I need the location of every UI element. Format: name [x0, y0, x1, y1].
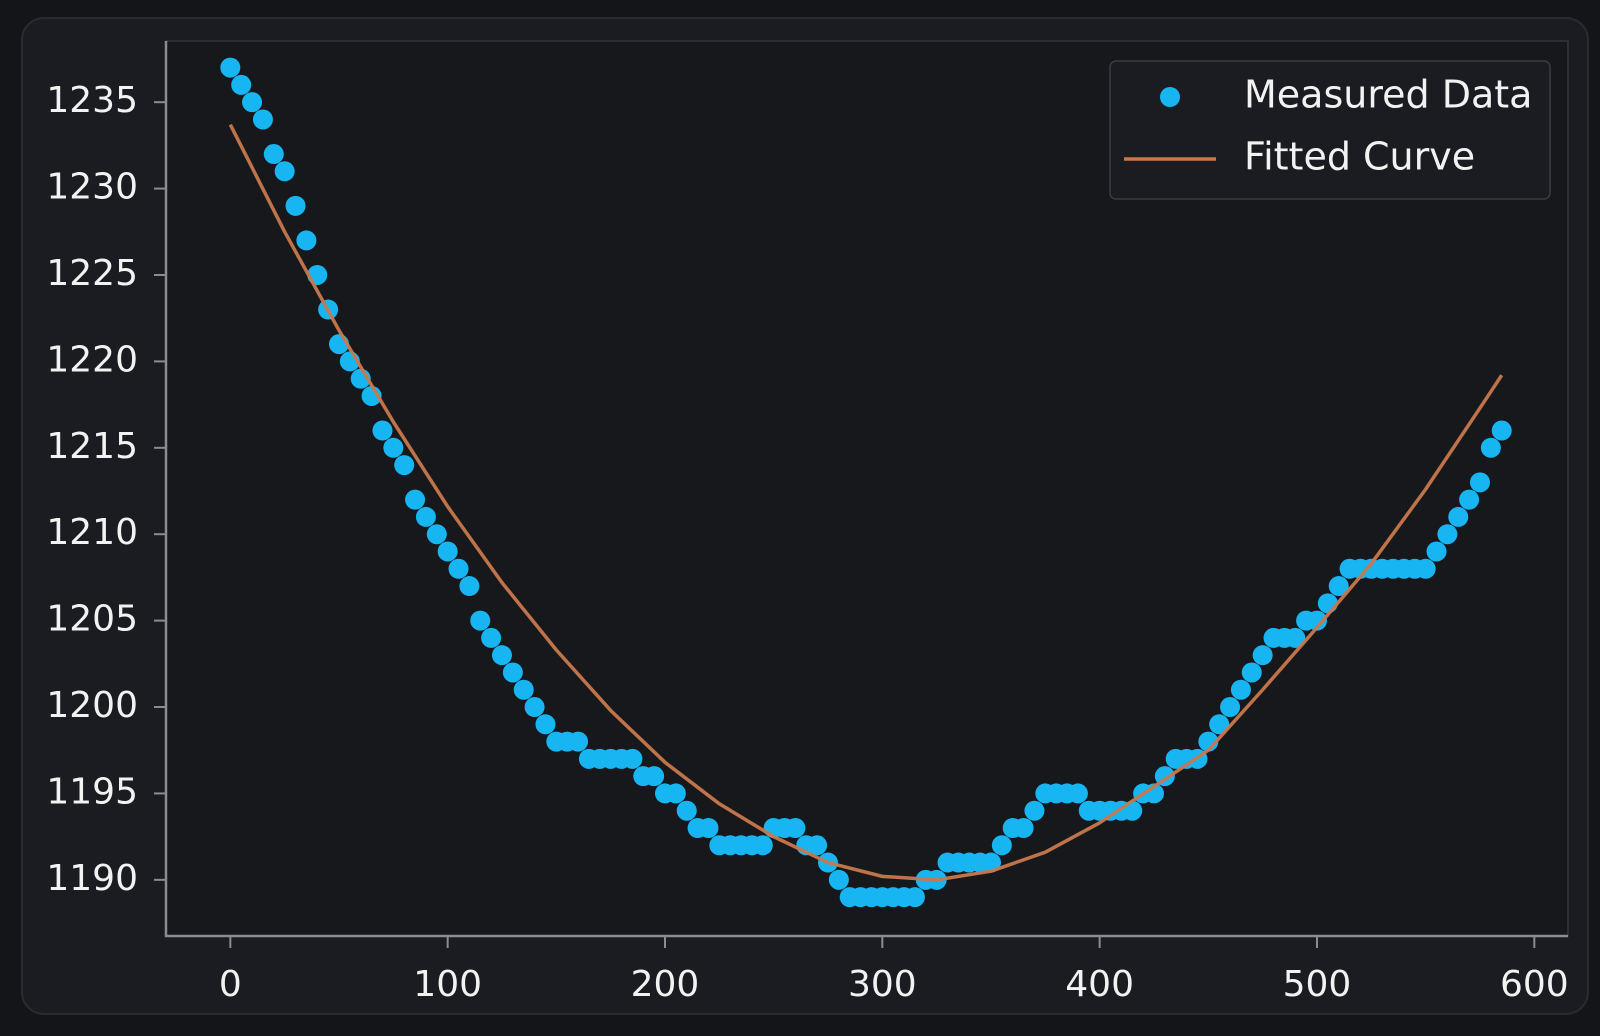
data-point — [1209, 714, 1230, 735]
data-point — [1480, 437, 1501, 458]
data-point — [220, 57, 241, 78]
data-point — [252, 109, 273, 130]
data-point — [274, 161, 295, 182]
y-tick-label: 1230 — [46, 167, 138, 208]
x-tick-label: 200 — [631, 964, 700, 1005]
legend-label: Fitted Curve — [1244, 135, 1475, 179]
x-tick-label: 100 — [413, 964, 482, 1005]
data-point — [1220, 697, 1241, 718]
data-point — [524, 697, 545, 718]
legend-label: Measured Data — [1244, 73, 1532, 117]
data-point — [448, 558, 469, 579]
data-point — [394, 455, 415, 476]
data-point — [1426, 541, 1447, 562]
data-point — [698, 817, 719, 838]
data-point — [1306, 610, 1327, 631]
data-point — [470, 610, 491, 631]
data-point — [676, 800, 697, 821]
data-point — [807, 835, 828, 856]
y-tick-label: 1200 — [46, 685, 138, 726]
data-point — [1285, 627, 1306, 648]
data-point — [1252, 645, 1273, 666]
data-point — [1459, 489, 1480, 510]
data-point — [513, 679, 534, 700]
data-point — [828, 869, 849, 890]
data-point — [1013, 817, 1034, 838]
data-point — [752, 835, 773, 856]
data-point — [980, 852, 1001, 873]
y-tick-label: 1215 — [46, 426, 138, 467]
y-tick-label: 1195 — [46, 771, 138, 812]
data-point — [296, 230, 317, 251]
legend: Measured Data Fitted Curve — [1109, 60, 1551, 200]
ticks: 0 100 200 300 400 500 600 1190 1195 1200 1205 1210 1… — [46, 80, 1568, 1005]
y-tick-label: 1220 — [46, 339, 138, 380]
data-point — [1230, 679, 1251, 700]
data-point — [1317, 593, 1338, 614]
data-point — [383, 437, 404, 458]
data-point — [231, 74, 252, 95]
x-tick-label: 300 — [848, 964, 917, 1005]
data-point — [904, 887, 925, 908]
data-point — [481, 627, 502, 648]
data-point — [263, 144, 284, 165]
y-tick-label: 1235 — [46, 80, 138, 121]
data-point — [665, 783, 686, 804]
data-point — [1024, 800, 1045, 821]
data-point — [491, 645, 512, 666]
data-point — [568, 731, 589, 752]
data-point — [415, 506, 436, 527]
data-point — [1328, 576, 1349, 597]
fitted-line — [228, 123, 1504, 882]
data-point — [644, 766, 665, 787]
x-tick-label: 400 — [1065, 964, 1134, 1005]
x-tick-label: 0 — [219, 964, 242, 1005]
data-point — [242, 92, 263, 113]
data-point — [1437, 524, 1458, 545]
data-point — [1448, 506, 1469, 527]
data-point — [502, 662, 523, 683]
data-point — [1067, 783, 1088, 804]
y-tick-label: 1190 — [46, 858, 138, 899]
data-point — [1241, 662, 1262, 683]
data-point — [991, 835, 1012, 856]
data-point — [622, 748, 643, 769]
data-point — [1415, 558, 1436, 579]
y-tick-label: 1205 — [46, 599, 138, 640]
x-tick-label: 600 — [1500, 964, 1569, 1005]
data-point — [535, 714, 556, 735]
data-point — [459, 576, 480, 597]
data-point — [372, 420, 393, 441]
data-point — [285, 195, 306, 216]
legend-marker — [1160, 87, 1180, 107]
data-point — [1491, 420, 1512, 441]
marks — [220, 57, 1512, 908]
y-tick-label: 1225 — [46, 253, 138, 294]
data-point — [1469, 472, 1490, 493]
data-point — [426, 524, 447, 545]
x-tick-label: 500 — [1283, 964, 1352, 1005]
data-point — [405, 489, 426, 510]
data-point — [437, 541, 458, 562]
legend-box — [1109, 60, 1551, 200]
y-tick-label: 1210 — [46, 512, 138, 553]
data-point — [785, 817, 806, 838]
